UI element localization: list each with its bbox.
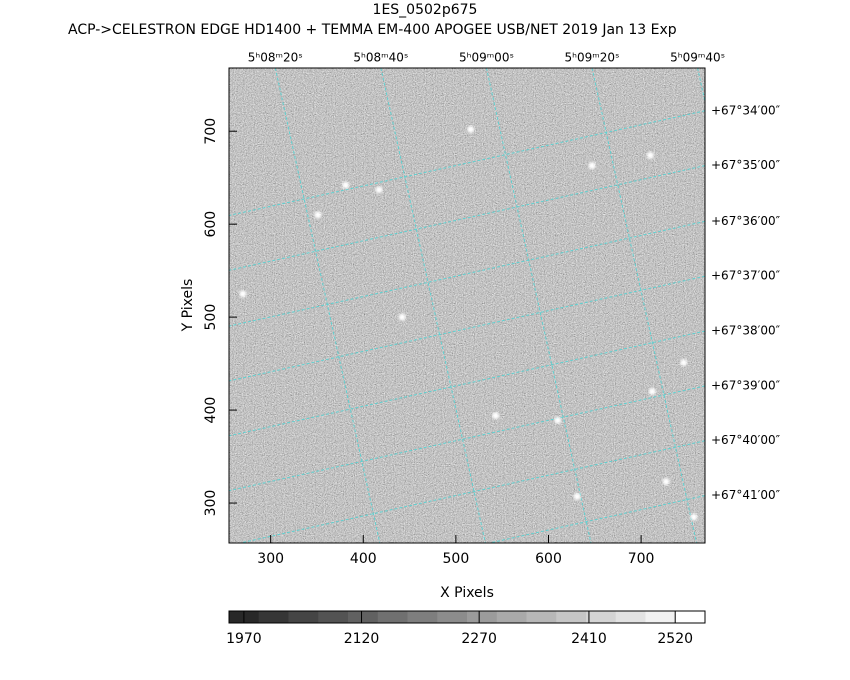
source — [680, 359, 688, 367]
colorbar-segment — [348, 611, 379, 623]
x-tick-label: 600 — [535, 551, 562, 567]
y-tick-label: 500 — [203, 304, 219, 331]
dec-grid-line — [229, 165, 705, 271]
colorbar-segment — [258, 611, 289, 623]
dec-grid-line — [229, 220, 705, 327]
ra-tick-label: 5ʰ08ᵐ40ˢ — [353, 51, 408, 65]
image — [229, 68, 705, 543]
y-tick-label: 600 — [203, 211, 219, 238]
source — [648, 387, 656, 395]
source — [554, 416, 562, 424]
ra-grid-line — [591, 68, 698, 543]
colorbar-segment — [318, 611, 349, 623]
dec-grid-line — [229, 385, 705, 492]
x-tick-label: 500 — [443, 551, 470, 567]
colorbar-segment — [586, 611, 617, 623]
colorbar-segment — [615, 611, 646, 623]
colorbar-segment — [377, 611, 408, 623]
dec-tick-label: +67°39′00″ — [711, 378, 781, 392]
dec-tick-label: +67°41′00″ — [711, 488, 781, 502]
y-axis-label: Y Pixels — [180, 279, 196, 333]
source — [467, 125, 475, 133]
source — [690, 513, 698, 521]
colorbar-segment — [645, 611, 676, 623]
ra-tick-label: 5ʰ09ᵐ20ˢ — [565, 51, 620, 65]
x-tick-label: 300 — [257, 551, 284, 567]
x-axis-label: X Pixels — [440, 585, 494, 601]
dec-tick-label: +67°34′00″ — [711, 103, 781, 117]
y-tick-label: 700 — [203, 118, 219, 145]
dec-tick-label: +67°36′00″ — [711, 214, 781, 228]
y-tick-label: 400 — [203, 397, 219, 424]
colorbar-tick-label: 2520 — [657, 631, 693, 647]
source — [588, 162, 596, 170]
dec-grid-line — [237, 440, 705, 543]
source — [398, 313, 406, 321]
chart-title: 1ES_0502p675 — [373, 2, 478, 18]
chart-subtitle: ACP->CELESTRON EDGE HD1400 + TEMMA EM-40… — [68, 22, 677, 38]
colorbar-tick-label: 2120 — [344, 631, 380, 647]
dec-tick-label: +67°37′00″ — [711, 269, 781, 283]
source — [314, 211, 322, 219]
colorbar-segment — [556, 611, 587, 623]
ra-tick-label: 5ʰ09ᵐ40ˢ — [670, 51, 725, 65]
dec-tick-label: +67°38′00″ — [711, 324, 781, 338]
ra-grid-line — [274, 68, 381, 543]
dec-grid-line — [229, 275, 705, 382]
y-tick-label: 300 — [203, 490, 219, 517]
ra-grid-line — [380, 68, 486, 543]
colorbar-segment — [526, 611, 557, 623]
source — [342, 181, 350, 189]
dec-grid-line — [229, 110, 705, 216]
source — [239, 290, 247, 298]
source — [646, 151, 654, 159]
colorbar-segment — [437, 611, 468, 623]
colorbar-tick-label: 2270 — [461, 631, 497, 647]
ra-grid-line — [485, 68, 592, 543]
colorbar-segment — [675, 611, 706, 623]
dec-tick-label: +67°40′00″ — [711, 433, 781, 447]
source — [375, 186, 383, 194]
dec-grid-line — [487, 495, 705, 543]
dec-tick-label: +67°35′00″ — [711, 158, 781, 172]
colorbar-segment — [496, 611, 527, 623]
image-overlay — [229, 68, 705, 543]
source — [662, 478, 670, 486]
ra-tick-label: 5ʰ08ᵐ20ˢ — [248, 51, 303, 65]
source — [573, 493, 581, 501]
colorbar-tick-label: 2410 — [571, 631, 607, 647]
ra-tick-label: 5ʰ09ᵐ00ˢ — [459, 51, 514, 65]
colorbar-segment — [407, 611, 438, 623]
x-tick-label: 700 — [628, 551, 655, 567]
x-tick-label: 400 — [350, 551, 377, 567]
colorbar-segment — [288, 611, 319, 623]
colorbar-tick-label: 1970 — [226, 631, 262, 647]
colorbar-segment — [467, 611, 498, 623]
dec-grid-line — [229, 330, 705, 437]
colorbar-frame — [228, 610, 706, 624]
source — [492, 412, 500, 420]
ra-grid-line — [697, 68, 705, 105]
frame — [228, 67, 706, 544]
